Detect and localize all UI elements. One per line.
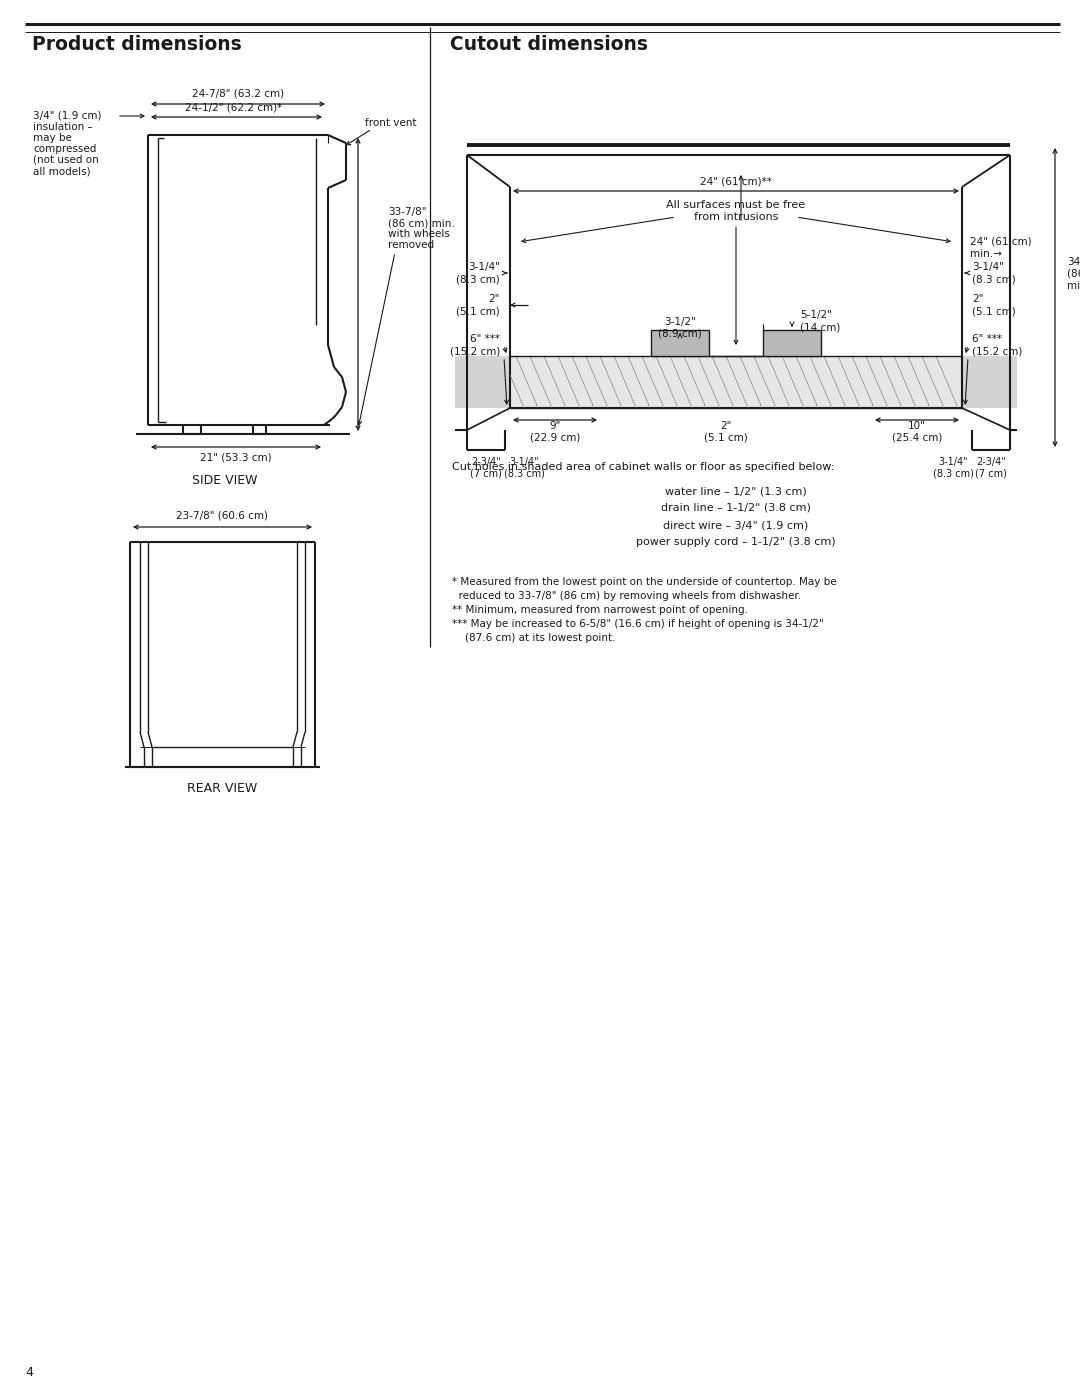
Text: 3/4" (1.9 cm): 3/4" (1.9 cm) <box>33 110 102 122</box>
Text: 10": 10" <box>908 420 926 432</box>
Text: 34": 34" <box>1067 257 1080 267</box>
Text: (22.9 cm): (22.9 cm) <box>530 433 580 443</box>
Text: (86.4 cm): (86.4 cm) <box>1067 270 1080 279</box>
Text: all models): all models) <box>33 166 91 176</box>
Text: *** May be increased to 6-5/8" (16.6 cm) if height of opening is 34-1/2": *** May be increased to 6-5/8" (16.6 cm)… <box>453 619 824 629</box>
Bar <box>962 356 1017 408</box>
Text: SIDE VIEW: SIDE VIEW <box>192 474 258 486</box>
Bar <box>762 330 821 356</box>
Text: All surfaces must be free: All surfaces must be free <box>666 200 806 210</box>
Text: reduced to 33-7/8" (86 cm) by removing wheels from dishwasher.: reduced to 33-7/8" (86 cm) by removing w… <box>453 591 801 601</box>
Text: 4: 4 <box>25 1365 32 1379</box>
Text: water line – 1/2" (1.3 cm): water line – 1/2" (1.3 cm) <box>665 486 807 496</box>
Text: 3-1/4": 3-1/4" <box>468 263 500 272</box>
Text: Product dimensions: Product dimensions <box>32 35 242 54</box>
Text: 6" ***: 6" *** <box>972 334 1002 344</box>
Text: (25.4 cm): (25.4 cm) <box>892 433 942 443</box>
Text: (14 cm): (14 cm) <box>800 321 840 332</box>
Text: (8.3 cm): (8.3 cm) <box>932 469 973 479</box>
Text: (not used on: (not used on <box>33 155 98 165</box>
Text: (5.1 cm): (5.1 cm) <box>704 433 747 443</box>
Text: (8.3 cm): (8.3 cm) <box>972 274 1016 284</box>
Text: (7 cm): (7 cm) <box>470 469 502 479</box>
Text: (15.2 cm): (15.2 cm) <box>972 346 1023 356</box>
Text: compressed: compressed <box>33 144 96 154</box>
Text: (8.9 cm): (8.9 cm) <box>658 330 702 339</box>
Text: with wheels: with wheels <box>388 229 450 239</box>
Text: 24" (61 cm): 24" (61 cm) <box>970 237 1031 247</box>
Text: insulation –: insulation – <box>33 122 93 131</box>
Text: 2-3/4": 2-3/4" <box>976 457 1005 467</box>
Text: 24-7/8" (63.2 cm): 24-7/8" (63.2 cm) <box>192 89 284 99</box>
Text: (87.6 cm) at its lowest point.: (87.6 cm) at its lowest point. <box>453 633 616 643</box>
Text: (86 cm) min.: (86 cm) min. <box>388 218 455 228</box>
Text: removed: removed <box>388 240 434 250</box>
Text: 33-7/8": 33-7/8" <box>388 207 427 217</box>
Text: min.→: min.→ <box>970 249 1002 258</box>
Text: 23-7/8" (60.6 cm): 23-7/8" (60.6 cm) <box>176 511 268 521</box>
Text: power supply cord – 1-1/2" (3.8 cm): power supply cord – 1-1/2" (3.8 cm) <box>636 536 836 548</box>
Text: front vent: front vent <box>365 117 417 129</box>
Text: min.*: min.* <box>1067 281 1080 291</box>
Text: 2": 2" <box>972 293 984 305</box>
Text: (15.2 cm): (15.2 cm) <box>449 346 500 356</box>
Text: 3-1/4": 3-1/4" <box>972 263 1004 272</box>
Text: 6" ***: 6" *** <box>470 334 500 344</box>
Text: 2-3/4": 2-3/4" <box>471 457 501 467</box>
Text: (5.1 cm): (5.1 cm) <box>456 306 500 316</box>
Text: drain line – 1-1/2" (3.8 cm): drain line – 1-1/2" (3.8 cm) <box>661 503 811 513</box>
Text: 3-1/4": 3-1/4" <box>509 457 539 467</box>
Text: 21" (53.3 cm): 21" (53.3 cm) <box>200 453 272 462</box>
Text: 9": 9" <box>550 420 561 432</box>
Text: direct wire – 3/4" (1.9 cm): direct wire – 3/4" (1.9 cm) <box>663 520 809 529</box>
Text: 2": 2" <box>488 293 500 305</box>
Text: 2": 2" <box>720 420 731 432</box>
Text: (8.3 cm): (8.3 cm) <box>456 274 500 284</box>
Text: from intrusions: from intrusions <box>693 212 779 222</box>
Text: may be: may be <box>33 133 72 142</box>
Text: (8.3 cm): (8.3 cm) <box>503 469 544 479</box>
Bar <box>455 356 510 408</box>
Text: Cutout dimensions: Cutout dimensions <box>450 35 648 54</box>
Text: (7 cm): (7 cm) <box>975 469 1007 479</box>
Text: REAR VIEW: REAR VIEW <box>187 782 257 795</box>
Bar <box>651 330 708 356</box>
Text: ** Minimum, measured from narrowest point of opening.: ** Minimum, measured from narrowest poin… <box>453 605 748 615</box>
Text: 24" (61 cm)**: 24" (61 cm)** <box>700 176 772 186</box>
Text: 24-1/2" (62.2 cm)*: 24-1/2" (62.2 cm)* <box>186 103 283 113</box>
Text: * Measured from the lowest point on the underside of countertop. May be: * Measured from the lowest point on the … <box>453 577 837 587</box>
Bar <box>510 356 962 408</box>
Text: 3-1/4": 3-1/4" <box>939 457 968 467</box>
Text: 3-1/2": 3-1/2" <box>664 317 696 327</box>
Text: 5-1/2": 5-1/2" <box>800 310 832 320</box>
Text: (5.1 cm): (5.1 cm) <box>972 306 1016 316</box>
Text: Cut holes in shaded area of cabinet walls or floor as specified below:: Cut holes in shaded area of cabinet wall… <box>453 462 835 472</box>
